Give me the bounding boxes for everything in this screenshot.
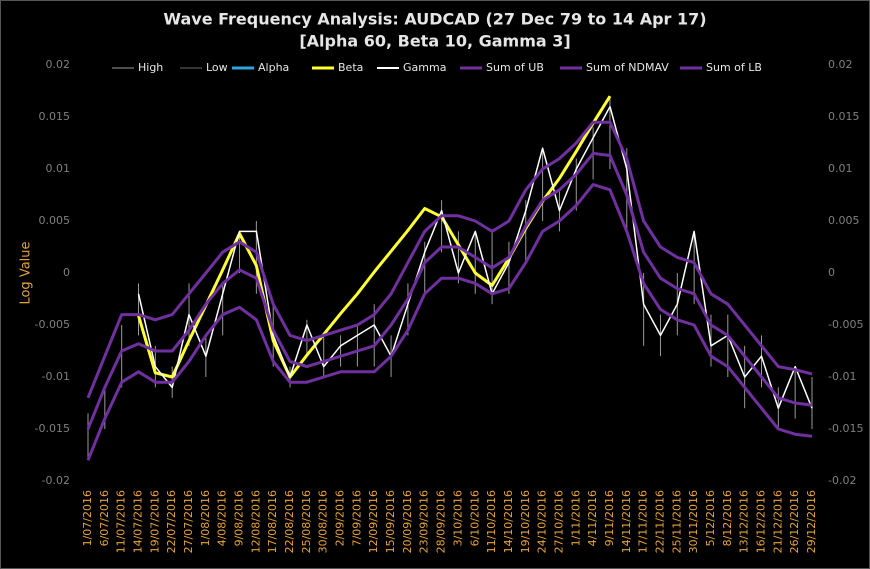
series-line	[86, 151, 813, 430]
x-tick-label: 1/08/2016	[199, 490, 212, 546]
x-tick-label: 23/09/2016	[418, 490, 431, 553]
y2-tick-label: 0.015	[828, 110, 860, 123]
x-tick-label: 21/12/2016	[771, 490, 784, 553]
x-tick-label: 9/11/2016	[603, 490, 616, 546]
x-tick-label: 25/11/2016	[670, 490, 683, 553]
x-tick-label: 4/08/2016	[216, 490, 229, 546]
x-tick-label: 22/07/2016	[165, 490, 178, 553]
x-tick-label: 30/11/2016	[687, 490, 700, 553]
legend-label: Alpha	[258, 61, 289, 74]
x-tick-label: 4/11/2016	[586, 490, 599, 546]
x-tick-label: 3/10/2016	[451, 490, 464, 546]
x-tick-label: 25/08/2016	[300, 490, 313, 553]
legend-label: Low	[206, 61, 228, 74]
series-line	[86, 120, 813, 399]
x-tick-label: 19/10/2016	[519, 490, 532, 553]
x-tick-label: 19/07/2016	[148, 490, 161, 553]
x-tick-label: 29/12/2016	[805, 490, 818, 553]
x-tick-label: 20/09/2016	[401, 490, 414, 553]
x-tick-label: 27/07/2016	[182, 490, 195, 553]
x-tick-label: 6/10/2016	[468, 490, 481, 546]
y2-tick-label: 0.01	[828, 162, 853, 175]
legend-label: Sum of LB	[706, 61, 762, 74]
x-tick-label: 24/10/2016	[536, 490, 549, 553]
y2-tick-label: 0.005	[828, 214, 860, 227]
x-tick-label: 22/08/2016	[283, 490, 296, 553]
y-tick-label: 0.005	[39, 214, 71, 227]
x-tick-label: 13/12/2016	[738, 490, 751, 553]
x-tick-label: 28/09/2016	[435, 490, 448, 553]
y-tick-label: 0	[63, 266, 70, 279]
y-tick-label: -0.015	[35, 422, 70, 435]
legend-label: Sum of NDMAV	[586, 61, 669, 74]
x-tick-label: 16/12/2016	[754, 490, 767, 553]
x-tick-label: 12/09/2016	[367, 490, 380, 553]
legend-label: Sum of UB	[486, 61, 544, 74]
x-tick-label: 1/07/2016	[81, 490, 94, 546]
x-tick-label: 12/08/2016	[249, 490, 262, 553]
y-axis-label: Log Value	[19, 241, 34, 304]
y-tick-label: 0.01	[46, 162, 71, 175]
series-line	[137, 105, 813, 409]
x-tick-label: 14/11/2016	[620, 490, 633, 553]
x-tick-label: 14/10/2016	[502, 490, 515, 553]
x-tick-label: 7/09/2016	[350, 490, 363, 546]
y-tick-label: 0.015	[39, 110, 71, 123]
x-tick-label: 11/10/2016	[485, 490, 498, 553]
x-tick-label: 14/07/2016	[132, 490, 145, 553]
x-tick-label: 11/07/2016	[115, 490, 128, 553]
y-tick-label: 0.02	[46, 58, 71, 71]
chart-subtitle: [Alpha 60, Beta 10, Gamma 3]	[299, 32, 570, 51]
x-tick-label: 2/09/2016	[334, 490, 347, 546]
legend-label: Beta	[338, 61, 363, 74]
x-tick-label: 5/12/2016	[704, 490, 717, 546]
chart-title: Wave Frequency Analysis: AUDCAD (27 Dec …	[163, 10, 706, 29]
x-tick-label: 30/08/2016	[317, 490, 330, 553]
x-tick-label: 8/12/2016	[721, 490, 734, 546]
x-tick-label: 1/11/2016	[569, 490, 582, 546]
legend-label: Gamma	[403, 61, 446, 74]
y-tick-label: -0.02	[42, 474, 70, 487]
x-tick-label: 27/10/2016	[552, 490, 565, 553]
y2-tick-label: 0.02	[828, 58, 853, 71]
y2-tick-label: 0	[828, 266, 835, 279]
legend-label: High	[138, 61, 163, 74]
x-tick-label: 9/08/2016	[233, 490, 246, 546]
y-tick-label: -0.01	[42, 370, 70, 383]
y2-tick-label: -0.005	[828, 318, 863, 331]
x-tick-label: 17/08/2016	[266, 490, 279, 553]
x-tick-label: 17/11/2016	[637, 490, 650, 553]
y-tick-label: -0.005	[35, 318, 70, 331]
y2-tick-label: -0.02	[828, 474, 856, 487]
y2-tick-label: -0.01	[828, 370, 856, 383]
series-line	[86, 183, 813, 461]
x-tick-label: 22/11/2016	[653, 490, 666, 553]
x-tick-label: 26/12/2016	[788, 490, 801, 553]
x-tick-label: 15/09/2016	[384, 490, 397, 553]
x-tick-label: 6/07/2016	[98, 490, 111, 546]
y2-tick-label: -0.015	[828, 422, 863, 435]
